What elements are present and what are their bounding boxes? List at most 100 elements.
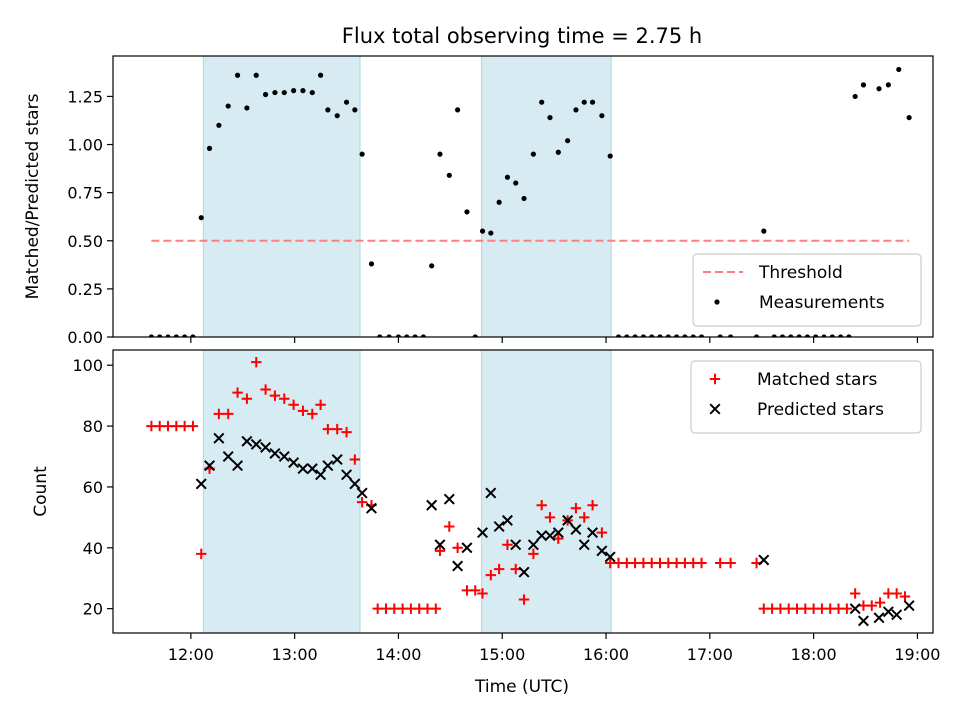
data-point-1-0-67 xyxy=(725,557,736,569)
data-point-0-0-50 xyxy=(581,99,587,105)
data-point-0-0-20 xyxy=(325,107,331,113)
data-point-0-0-5 xyxy=(190,334,196,337)
data-point-1-1-35 xyxy=(562,514,574,526)
data-point-1-0-14 xyxy=(269,390,281,401)
top-panel: 0.00 0.25 0.50 0.75 1.00 1.25 Matched/Predicte… xyxy=(23,55,934,347)
highlight-span-0 xyxy=(202,55,361,338)
data-point-1-0-50 xyxy=(570,503,582,514)
data-point-0-0-78 xyxy=(846,334,852,337)
data-point-0-0-6 xyxy=(198,215,204,221)
data-point-1-0-48 xyxy=(553,533,564,544)
data-point-0-0-61 xyxy=(674,334,680,337)
data-point-1-1-25 xyxy=(477,527,489,539)
data-point-0-0-81 xyxy=(876,86,882,92)
data-point-0-0-24 xyxy=(359,151,365,157)
data-point-0-0-41 xyxy=(504,174,511,180)
data-point-1-0-47 xyxy=(544,512,556,523)
data-point-1-0-20 xyxy=(322,423,334,435)
data-point-1-0-40 xyxy=(485,569,497,581)
data-point-0-0-47 xyxy=(555,149,561,155)
data-point-0-0-46 xyxy=(547,114,553,121)
data-point-1-1-10 xyxy=(288,457,300,469)
y-tick-label-0-0: 0.00 xyxy=(67,328,103,347)
axes-frame-0 xyxy=(112,55,934,338)
data-point-0-0-12 xyxy=(253,72,259,78)
data-point-1-1-40 xyxy=(604,551,616,563)
chart-title: Flux total observing time = 2.75 h xyxy=(342,24,702,48)
data-point-1-0-15 xyxy=(279,393,290,404)
data-point-1-0-65 xyxy=(696,557,707,569)
data-point-0-0-33 xyxy=(437,151,443,157)
data-point-0-0-62 xyxy=(682,334,688,337)
data-point-0-0-43 xyxy=(521,195,527,202)
data-point-1-1-45 xyxy=(882,606,894,618)
data-point-0-0-9 xyxy=(225,103,231,109)
data-point-0-0-10 xyxy=(234,72,241,78)
y-tick-label-0-2: 0.50 xyxy=(67,232,103,251)
data-point-0-0-72 xyxy=(796,334,802,337)
data-point-1-0-33 xyxy=(430,603,442,614)
data-point-1-1-47 xyxy=(903,600,915,612)
data-point-1-1-14 xyxy=(322,460,334,472)
data-point-0-0-70 xyxy=(779,334,786,337)
data-point-1-0-51 xyxy=(579,512,590,523)
data-point-0-0-26 xyxy=(377,334,383,337)
data-point-1-0-8 xyxy=(213,408,225,420)
data-point-0-0-14 xyxy=(272,89,278,96)
data-point-0-0-65 xyxy=(717,334,723,337)
data-point-1-0-80 xyxy=(849,588,861,599)
data-point-1-0-24 xyxy=(356,496,368,508)
data-point-1-1-42 xyxy=(849,603,861,615)
data-point-1-1-26 xyxy=(485,487,497,499)
data-point-0-0-45 xyxy=(539,99,545,105)
data-point-0-0-80 xyxy=(860,82,867,88)
data-point-0-0-73 xyxy=(804,334,811,337)
data-point-0-0-23 xyxy=(352,107,358,113)
data-point-1-1-2 xyxy=(213,432,225,444)
data-point-1-0-11 xyxy=(241,393,253,404)
data-point-1-0-19 xyxy=(315,399,326,410)
legend-label-1-0: Matched stars xyxy=(757,370,877,390)
data-point-1-0-44 xyxy=(518,594,530,605)
data-point-0-0-18 xyxy=(309,89,315,96)
data-point-0-0-74 xyxy=(813,334,819,337)
data-point-1-1-43 xyxy=(857,615,869,627)
data-point-1-0-42 xyxy=(502,539,513,550)
data-point-1-0-83 xyxy=(874,597,886,608)
data-point-1-legend-1 xyxy=(709,403,721,415)
highlight-span-1 xyxy=(480,55,612,338)
data-point-1-0-53 xyxy=(596,527,608,538)
data-point-1-0-45 xyxy=(528,548,539,560)
data-point-1-0-12 xyxy=(251,356,262,368)
data-point-0-0-77 xyxy=(838,334,844,337)
data-point-0-0-0 xyxy=(148,334,155,337)
data-point-1-0-41 xyxy=(493,563,505,575)
data-point-0-0-66 xyxy=(727,334,734,337)
data-point-0-0-59 xyxy=(657,334,663,337)
data-point-0-0-68 xyxy=(761,228,767,234)
data-point-1-0-22 xyxy=(341,426,352,438)
highlight-span-0 xyxy=(202,349,361,634)
data-point-0-0-17 xyxy=(300,88,306,94)
data-point-1-1-37 xyxy=(578,539,590,551)
y-tick-label-1-3: 80 xyxy=(83,417,103,436)
data-point-0-0-38 xyxy=(479,228,486,234)
y-tick-label-1-4: 100 xyxy=(72,356,103,375)
data-point-1-1-24 xyxy=(461,542,473,554)
data-point-0-0-82 xyxy=(885,82,891,88)
data-point-1-0-79 xyxy=(841,603,853,614)
y-tick-label-0-5: 1.25 xyxy=(67,87,103,106)
points-panel-0 xyxy=(148,66,912,337)
data-point-1-1-11 xyxy=(297,463,309,475)
y-axis-label-1: Count xyxy=(31,466,51,517)
data-point-1-0-18 xyxy=(307,408,318,420)
data-point-1-1-0 xyxy=(195,478,207,490)
data-point-1-1-18 xyxy=(356,487,368,499)
data-point-1-0-16 xyxy=(288,399,299,410)
data-point-1-0-17 xyxy=(297,405,309,417)
data-point-0-0-19 xyxy=(317,72,324,78)
highlight-span-1 xyxy=(480,349,612,634)
data-point-0-0-8 xyxy=(216,122,222,128)
data-point-0-0-25 xyxy=(368,261,375,267)
data-point-1-1-13 xyxy=(315,469,327,481)
